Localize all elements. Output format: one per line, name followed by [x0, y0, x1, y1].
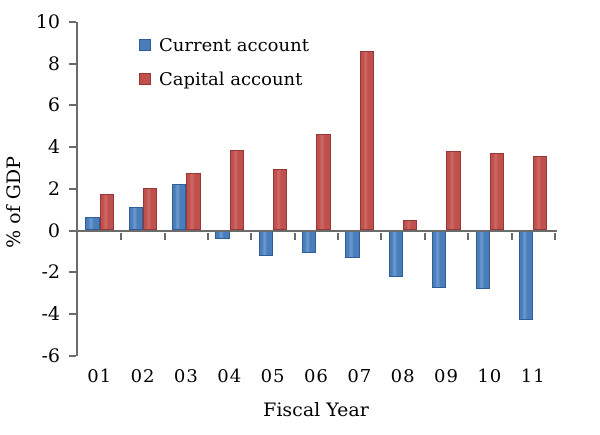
x-tick-label: 06 — [303, 366, 329, 387]
bar-current-account-07 — [345, 230, 360, 258]
x-tick-label: 02 — [130, 366, 156, 387]
bar-current-account-10 — [475, 230, 490, 289]
y-tick — [69, 312, 76, 315]
y-tick-label: 2 — [47, 177, 60, 200]
bar-current-account-04 — [215, 230, 230, 239]
y-tick-label: -6 — [41, 344, 60, 367]
x-tick — [293, 232, 296, 240]
y-tick — [69, 146, 76, 149]
bar-capital-account-10 — [489, 153, 505, 231]
bar-capital-account-06 — [316, 133, 331, 231]
y-tick-label: 8 — [47, 52, 60, 75]
y-tick-label: 6 — [47, 94, 60, 117]
x-axis-title: Fiscal Year — [263, 399, 369, 421]
legend-label-capital-account: Capital account — [159, 68, 303, 90]
y-tick — [69, 21, 76, 23]
x-tick — [553, 232, 556, 240]
y-tick — [69, 229, 76, 232]
bar-capital-account-03 — [186, 173, 201, 231]
y-tick-label: 4 — [47, 136, 60, 159]
x-tick-label: 03 — [173, 366, 199, 387]
y-tick — [69, 271, 76, 274]
legend-item-current-account: Current account — [139, 34, 309, 56]
y-axis-line — [76, 22, 78, 356]
y-tick-label: -4 — [41, 302, 60, 325]
x-tick-label: 07 — [347, 366, 373, 387]
bar-current-account-03 — [172, 183, 187, 231]
bar-capital-account-02 — [143, 187, 158, 231]
x-tick — [380, 232, 383, 240]
bar-capital-account-07 — [359, 51, 375, 231]
bar-capital-account-09 — [446, 151, 461, 231]
x-tick — [510, 232, 513, 240]
bar-current-account-06 — [302, 230, 317, 254]
x-tick — [337, 232, 340, 240]
x-tick — [120, 232, 123, 240]
legend-swatch-capital-account — [139, 73, 151, 85]
y-tick — [69, 354, 76, 357]
x-axis-zero-line — [76, 229, 557, 232]
bar-capital-account-05 — [273, 168, 288, 231]
bar-current-account-09 — [432, 230, 447, 288]
bar-capital-account-11 — [533, 156, 548, 231]
x-tick-label: 05 — [260, 366, 286, 387]
y-tick — [69, 104, 76, 107]
bar-current-account-01 — [85, 216, 100, 231]
legend-item-capital-account: Capital account — [139, 68, 303, 90]
y-tick-label: 10 — [35, 11, 60, 33]
x-tick-label: 09 — [434, 366, 459, 387]
x-tick-label: 10 — [477, 366, 503, 387]
x-tick — [163, 232, 166, 240]
bar-current-account-05 — [258, 230, 274, 256]
y-tick-label: 0 — [47, 219, 60, 242]
x-tick-label: 01 — [87, 366, 113, 387]
y-tick — [69, 187, 76, 190]
y-tick-label: -2 — [41, 261, 60, 284]
legend-swatch-current-account — [139, 39, 151, 51]
bar-current-account-08 — [388, 230, 404, 278]
bar-current-account-02 — [128, 206, 144, 231]
y-tick — [69, 62, 76, 65]
x-tick — [207, 232, 210, 240]
x-tick-label: 04 — [217, 366, 243, 387]
bar-current-account-11 — [518, 230, 534, 321]
bar-capital-account-04 — [229, 150, 245, 231]
x-tick — [467, 232, 470, 240]
legend-label-current-account: Current account — [159, 34, 309, 56]
x-tick-label: 08 — [390, 366, 416, 387]
x-tick-label: 11 — [520, 366, 546, 387]
x-tick — [423, 232, 426, 240]
x-tick — [250, 232, 253, 240]
bar-capital-account-01 — [99, 194, 114, 231]
